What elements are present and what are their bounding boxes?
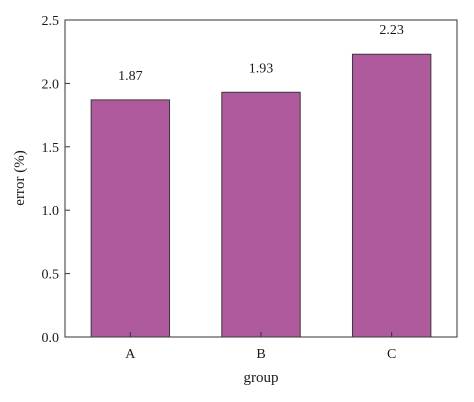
bar-c [351, 53, 432, 338]
data-labels-group: 1.87 1.93 2.23 [118, 23, 404, 84]
y-tick-label: 1.5 [42, 141, 60, 156]
data-label-b: 1.93 [249, 61, 274, 76]
y-tick-label: 0.5 [42, 268, 60, 283]
y-tick-label: 2.0 [42, 77, 60, 92]
bar-a [90, 99, 171, 338]
data-label-c: 2.23 [379, 23, 404, 38]
y-tick-label: 2.5 [42, 14, 60, 29]
y-tick-label: 0.0 [42, 331, 60, 346]
bar-b [221, 91, 301, 338]
data-label-a: 1.87 [118, 69, 143, 84]
x-tick-label: B [256, 347, 265, 362]
x-tick-label: A [125, 347, 136, 362]
y-axis-ticks: 0.0 0.5 1.0 1.5 2.0 2.5 [42, 14, 70, 346]
y-axis-title: error (%) [12, 150, 28, 205]
x-tick-label: C [387, 347, 396, 362]
x-axis-title: group [244, 370, 279, 386]
y-tick-label: 1.0 [42, 204, 60, 219]
x-axis-ticks: A B C [125, 332, 396, 362]
bars-group [90, 53, 432, 338]
